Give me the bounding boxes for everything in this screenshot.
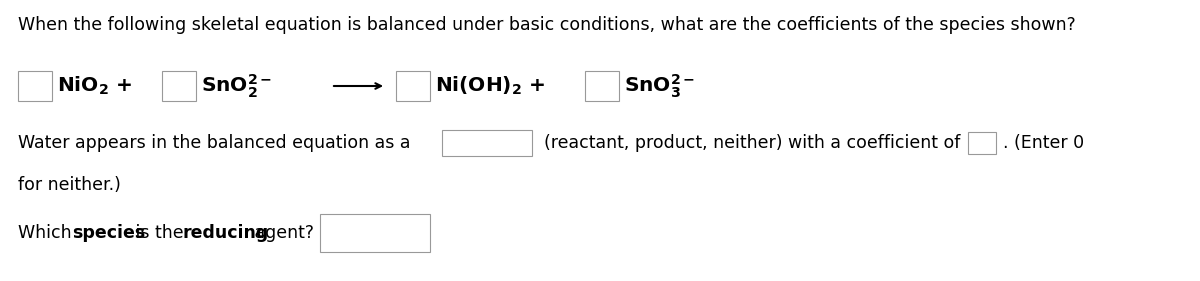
Text: $\mathbf{NiO_2}$ +: $\mathbf{NiO_2}$ +	[58, 75, 132, 97]
Text: Water appears in the balanced equation as a: Water appears in the balanced equation a…	[18, 134, 410, 152]
Bar	[396, 71, 430, 101]
Bar	[18, 71, 52, 101]
Text: species: species	[72, 224, 145, 242]
Bar	[586, 71, 619, 101]
Bar	[968, 132, 996, 154]
Text: $\mathbf{Ni(OH)_2}$ +: $\mathbf{Ni(OH)_2}$ +	[436, 75, 545, 97]
Bar	[320, 214, 430, 252]
Text: When the following skeletal equation is balanced under basic conditions, what ar: When the following skeletal equation is …	[18, 16, 1075, 34]
Text: $\mathbf{SnO_3^{2-}}$: $\mathbf{SnO_3^{2-}}$	[624, 72, 695, 100]
Text: reducing: reducing	[182, 224, 269, 242]
Text: (reactant, product, neither) with a coefficient of: (reactant, product, neither) with a coef…	[544, 134, 960, 152]
Text: agent?: agent?	[250, 224, 314, 242]
Text: for neither.): for neither.)	[18, 176, 121, 194]
Text: is the: is the	[130, 224, 190, 242]
Text: Which: Which	[18, 224, 77, 242]
Text: . (Enter 0: . (Enter 0	[1003, 134, 1084, 152]
Bar	[442, 130, 532, 156]
Text: $\mathbf{SnO_2^{2-}}$: $\mathbf{SnO_2^{2-}}$	[202, 72, 272, 100]
Bar	[162, 71, 196, 101]
